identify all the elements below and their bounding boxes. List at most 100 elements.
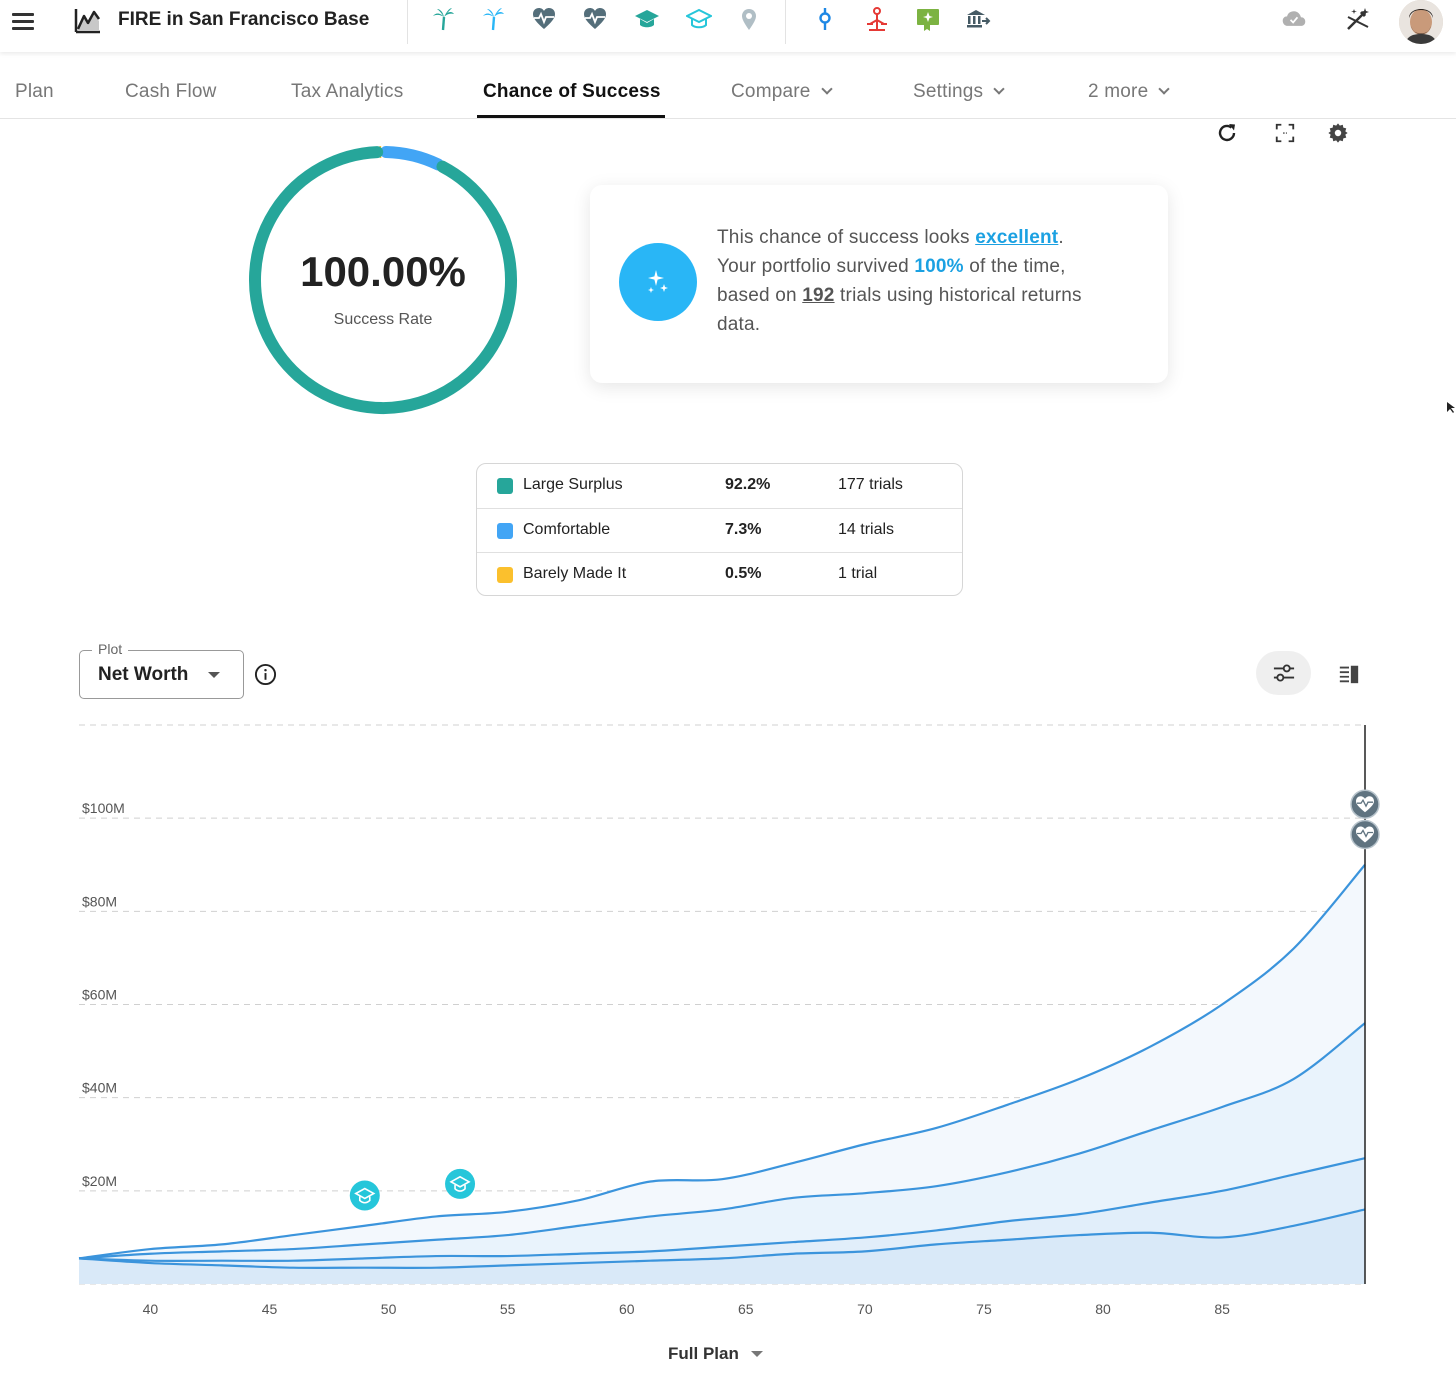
color-swatch	[497, 567, 513, 583]
trials-count-link[interactable]: 192	[802, 285, 835, 306]
insight-text-part: of the time,	[963, 256, 1066, 277]
line-chart-logo-icon	[74, 9, 101, 34]
outcome-name: Comfortable	[523, 521, 611, 538]
x-tick-label: 75	[976, 1301, 992, 1317]
sliders-icon	[1273, 664, 1294, 682]
y-tick-label: $80M	[82, 893, 117, 909]
insight-text-part: trials using historical returns	[834, 285, 1082, 306]
tab-label: Settings	[913, 81, 984, 102]
bank-transfer-icon[interactable]	[963, 4, 993, 34]
outcome-percentage: 7.3%	[725, 521, 762, 538]
info-icon[interactable]	[254, 663, 277, 686]
heartbeat-icon[interactable]	[1350, 789, 1380, 819]
menu-icon[interactable]	[10, 10, 38, 32]
gear-icon[interactable]	[1323, 118, 1353, 148]
scale-tree-icon[interactable]	[862, 4, 892, 34]
x-tick-label: 55	[500, 1301, 516, 1317]
refresh-icon[interactable]	[1212, 118, 1242, 148]
y-tick-label: $20M	[82, 1173, 117, 1189]
x-tick-label: 50	[381, 1301, 397, 1317]
legend-toggle-icon[interactable]	[1334, 659, 1364, 689]
tab-tax-analytics[interactable]: Tax Analytics	[291, 81, 404, 102]
tab-label: Compare	[731, 81, 811, 102]
y-tick-label: $100M	[82, 800, 125, 816]
net-worth-chart[interactable]: $20M $40M $60M $80M $100M 40 45 50 55 60 65 70 75 80 8…	[0, 700, 1456, 1340]
map-pin-icon[interactable]	[734, 4, 764, 34]
rating-link[interactable]: excellent	[975, 227, 1059, 248]
graduation-cap-icon[interactable]	[632, 4, 662, 34]
donut-segment-large-surplus[interactable]	[249, 146, 517, 414]
insight-text-part: Your portfolio survived	[717, 256, 915, 277]
series-line[interactable]	[78, 1157, 1366, 1262]
top-app-bar: FIRE in San Francisco Base	[0, 0, 1456, 52]
user-avatar[interactable]	[1399, 0, 1443, 44]
outcome-breakdown-table: Large Surplus 92.2% 177 trials Comfortab…	[476, 463, 963, 596]
x-tick-label: 85	[1214, 1301, 1230, 1317]
palm-tree-icon[interactable]	[428, 4, 458, 34]
donut-segment-comfortable[interactable]	[380, 146, 445, 171]
plot-select[interactable]	[79, 650, 244, 699]
heartbeat-icon[interactable]	[580, 4, 610, 34]
graduation-cap-icon[interactable]	[349, 1180, 380, 1211]
table-row[interactable]: Barely Made It 0.5% 1 trial	[477, 552, 962, 595]
insight-card: This chance of success looks excellent. …	[590, 185, 1168, 383]
outcome-percentage: 0.5%	[725, 565, 762, 582]
chevron-down-icon	[1158, 83, 1171, 95]
x-tick-label: 65	[738, 1301, 754, 1317]
caret-down-icon	[208, 672, 220, 678]
tab-settings[interactable]: Settings	[913, 81, 1005, 103]
graduation-cap-icon[interactable]	[684, 4, 714, 34]
series-line[interactable]	[78, 864, 1366, 1260]
range-select-value: Full Plan	[668, 1344, 739, 1363]
tab-plan[interactable]: Plan	[15, 81, 54, 102]
palm-tree-icon[interactable]	[478, 4, 508, 34]
insight-text-part: .	[1058, 227, 1064, 248]
mouse-cursor-icon	[1447, 402, 1455, 413]
outcome-trials: 1 trial	[838, 565, 878, 582]
series-line[interactable]	[78, 1208, 1366, 1269]
tab-cash-flow[interactable]: Cash Flow	[125, 81, 217, 102]
fullscreen-icon[interactable]	[1270, 118, 1300, 148]
plan-title[interactable]: FIRE in San Francisco Base	[118, 9, 370, 30]
plot-select-value: Net Worth	[98, 664, 189, 685]
active-tab-indicator	[477, 115, 665, 118]
series-line[interactable]	[78, 1022, 1366, 1260]
tab-label: 2 more	[1088, 81, 1149, 102]
chart-filter-button[interactable]	[1256, 651, 1311, 695]
chevron-down-icon	[993, 83, 1005, 95]
tab-more[interactable]: 2 more	[1088, 81, 1171, 103]
caret-down-icon	[750, 1351, 763, 1357]
x-tick-label: 45	[262, 1301, 278, 1317]
table-row[interactable]: Large Surplus 92.2% 177 trials	[477, 464, 962, 508]
insight-text-part: This chance of success looks	[717, 227, 976, 248]
tab-chance-of-success[interactable]: Chance of Success	[483, 81, 661, 102]
heartbeat-icon[interactable]	[1350, 819, 1380, 850]
magic-wand-icon[interactable]	[1343, 4, 1373, 34]
outcome-name: Barely Made It	[523, 565, 627, 582]
x-tick-label: 70	[857, 1301, 873, 1317]
graduation-cap-icon[interactable]	[445, 1168, 476, 1199]
x-tick-label: 60	[619, 1301, 635, 1317]
color-swatch	[497, 523, 513, 539]
color-swatch	[497, 478, 513, 494]
cloud-check-icon[interactable]	[1279, 4, 1309, 34]
survived-percentage: 100%	[914, 256, 964, 277]
insight-text: This chance of success looks excellent. …	[717, 223, 1137, 339]
insight-text-part: data.	[717, 314, 761, 335]
milestone-icon[interactable]	[810, 4, 840, 34]
table-row[interactable]: Comfortable 7.3% 14 trials	[477, 508, 962, 552]
success-donut-chart	[249, 146, 517, 414]
divider	[785, 0, 786, 44]
success-rate-value: 100.00%	[300, 248, 466, 295]
outcome-name: Large Surplus	[523, 476, 623, 493]
sparkle-icon	[619, 243, 697, 321]
outcome-trials: 177 trials	[838, 476, 903, 493]
heartbeat-icon[interactable]	[529, 4, 559, 34]
tab-compare[interactable]: Compare	[731, 81, 833, 103]
insight-text-part: based on	[717, 285, 803, 306]
range-select[interactable]: Full Plan	[668, 1344, 763, 1364]
badge-sparkle-icon[interactable]	[913, 4, 943, 34]
outcome-percentage: 92.2%	[725, 476, 771, 493]
outcome-trials: 14 trials	[838, 521, 895, 538]
chevron-down-icon	[820, 83, 833, 95]
